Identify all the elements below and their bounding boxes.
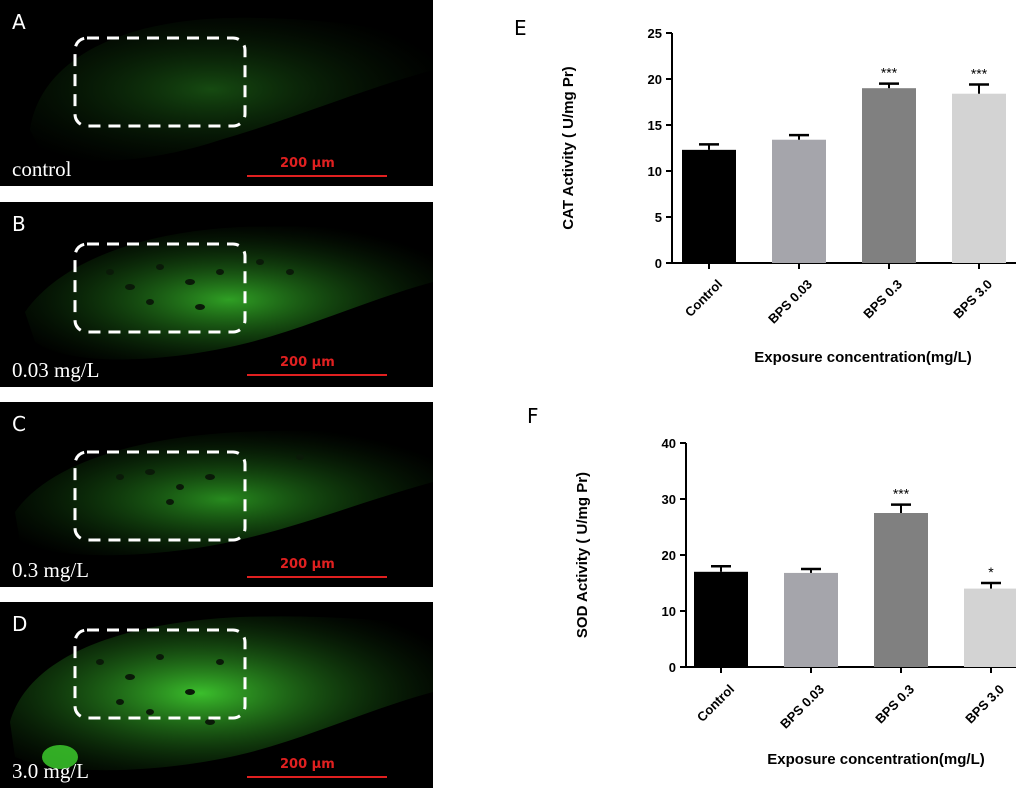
y-tick-label: 30 [662,492,676,507]
bar-control [694,571,748,667]
bar-control [682,149,736,263]
y-tick-label: 10 [662,604,676,619]
condition-label-c: 0.3 mg/L [12,558,89,582]
condition-label-d: 3.0 mg/L [12,759,89,783]
image-panel-d: D 3.0 mg/L 200 μm [0,602,433,788]
image-panel-b: B 0.03 mg/L 200 μm [0,202,433,387]
image-panel-c: C 0.3 mg/L 200 μm [0,402,433,587]
bar-bps-3-0 [964,588,1016,667]
scale-label-a: 200 μm [280,156,335,171]
bar-bps-0-3 [862,88,916,263]
y-tick-label: 40 [662,436,676,451]
scale-bar-d [247,776,387,778]
fluorescence-image-c [15,430,433,556]
panel-label-c: C [12,412,26,436]
roi-box [73,242,247,334]
condition-label-b: 0.03 mg/L [12,358,100,382]
category-label: BPS 0.03 [765,277,815,327]
image-panel-a: A control 200 μm [0,0,433,186]
scale-label-c: 200 μm [280,557,335,572]
chart-letter-e: E [514,16,527,40]
chart-e: 0 5 10 15 20 25 Control BPS 0.03 *** BPS 0.3 *** BP… [560,26,1016,366]
y-axis-title: SOD Activity ( U/mg Pr) [574,472,591,638]
bar-bps-0-3 [874,513,928,667]
bar-bps-3-0 [952,93,1006,263]
y-tick-label: 0 [655,256,662,271]
y-tick-label: 25 [648,26,662,41]
roi-box [73,36,247,128]
fluorescence-image-d [10,616,433,771]
x-axis-title: Exposure concentration(mg/L) [754,349,972,366]
category-label: BPS 0.3 [860,277,905,322]
category-label: BPS 3.0 [962,682,1007,727]
significance-label: * [988,564,994,580]
significance-label: *** [893,486,910,502]
category-label: BPS 0.3 [872,682,917,727]
roi-box [73,628,247,720]
significance-label: *** [971,66,988,82]
category-label: Control [682,277,725,320]
y-tick-label: 5 [655,210,662,225]
scale-bar-b [247,374,387,376]
y-tick-label: 20 [662,548,676,563]
category-label: BPS 0.03 [777,682,827,732]
chart-f: 0 10 20 30 40 Control BPS 0.03 *** BPS 0.3 * BPS 3… [574,436,1016,768]
x-axis-title: Exposure concentration(mg/L) [767,751,985,768]
y-axis-title: CAT Activity ( U/mg Pr) [560,66,577,229]
panel-label-a: A [12,10,26,34]
bar-bps-0-03 [772,139,826,263]
category-label: Control [694,682,737,725]
panel-label-d: D [12,612,28,636]
roi-box [73,450,247,542]
bar-bps-0-03 [784,572,838,667]
fluorescence-image-b [25,226,433,360]
scale-label-b: 200 μm [280,355,335,370]
panel-label-b: B [12,212,26,236]
y-tick-label: 10 [648,164,662,179]
scale-bar-a [247,175,387,177]
y-tick-label: 15 [648,118,662,133]
scale-bar-c [247,576,387,578]
fluorescence-image-a [30,17,433,161]
condition-label-a: control [12,157,72,181]
chart-letter-f: F [527,404,539,428]
significance-label: *** [881,65,898,81]
y-tick-label: 0 [669,660,676,675]
scale-label-d: 200 μm [280,757,335,772]
category-label: BPS 3.0 [950,277,995,322]
y-tick-label: 20 [648,72,662,87]
